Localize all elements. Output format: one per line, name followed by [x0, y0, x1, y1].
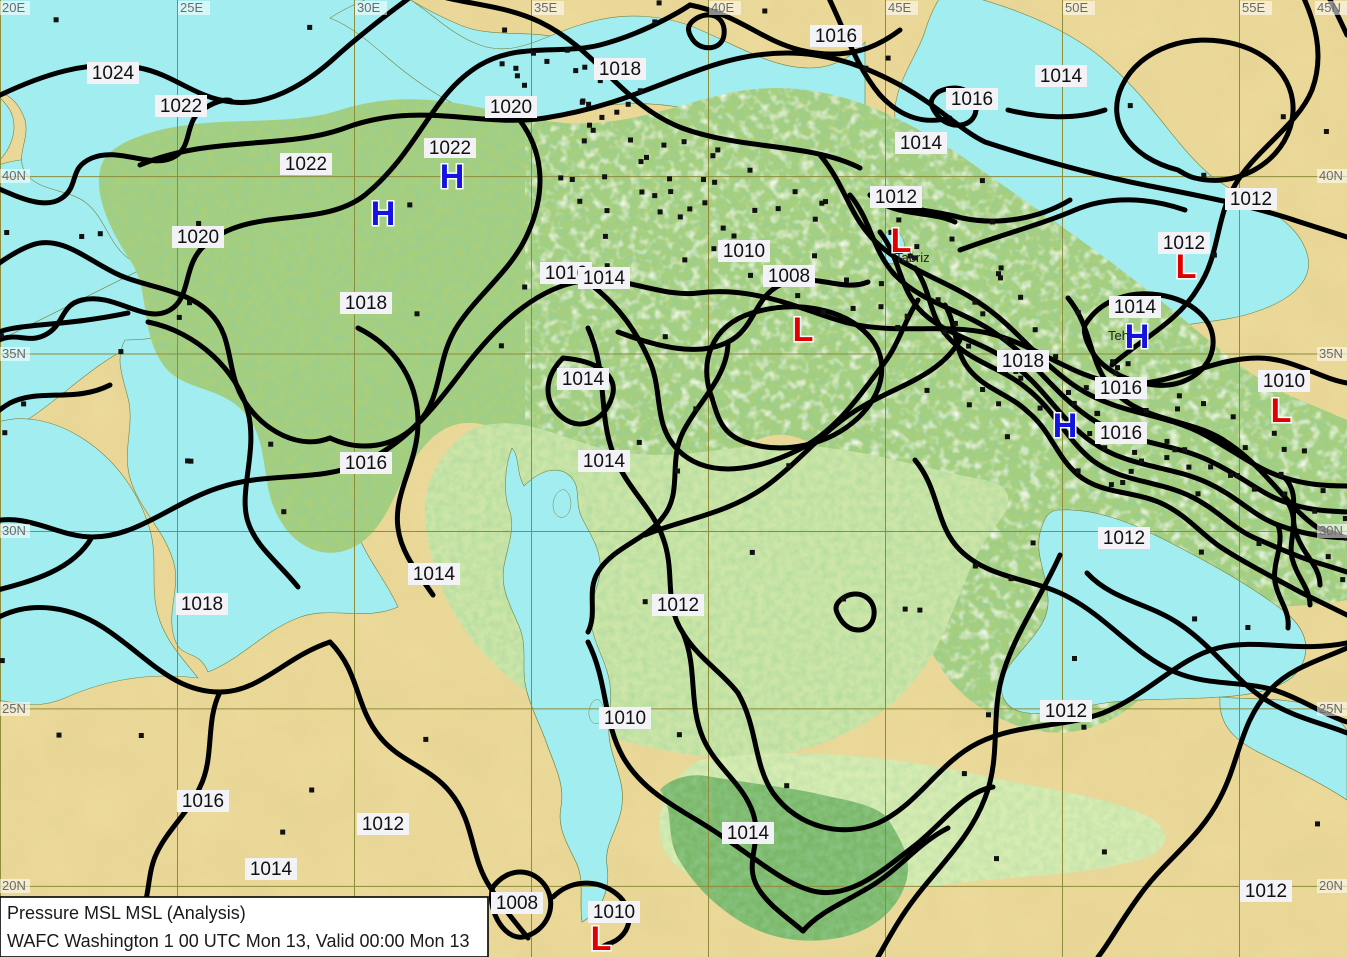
svg-text:1018: 1018	[345, 293, 387, 314]
svg-text:1010: 1010	[593, 902, 635, 923]
svg-text:40N: 40N	[2, 168, 26, 183]
svg-text:30E: 30E	[357, 0, 380, 15]
svg-text:Teh: Teh	[1108, 328, 1129, 343]
svg-text:25N: 25N	[2, 701, 26, 716]
svg-text:Pressure MSL MSL (Analysis): Pressure MSL MSL (Analysis)	[7, 903, 246, 923]
svg-text:40N: 40N	[1319, 168, 1343, 183]
svg-text:45E: 45E	[888, 0, 911, 15]
svg-text:1016: 1016	[1100, 378, 1142, 399]
svg-text:35N: 35N	[1319, 346, 1343, 361]
svg-text:40E: 40E	[711, 0, 734, 15]
svg-text:25N: 25N	[1319, 701, 1343, 716]
svg-text:1018: 1018	[599, 59, 641, 80]
svg-text:1020: 1020	[490, 97, 532, 118]
svg-text:1014: 1014	[1114, 297, 1157, 318]
svg-text:20N: 20N	[2, 878, 26, 893]
svg-text:1008: 1008	[496, 893, 538, 914]
svg-text:1016: 1016	[182, 791, 224, 812]
svg-text:1014: 1014	[900, 133, 943, 154]
svg-text:20E: 20E	[2, 0, 25, 15]
svg-text:1012: 1012	[362, 814, 404, 835]
svg-text:1010: 1010	[723, 241, 765, 262]
svg-text:1014: 1014	[413, 564, 456, 585]
svg-text:1018: 1018	[181, 594, 223, 615]
svg-text:1016: 1016	[951, 89, 993, 110]
svg-text:1014: 1014	[562, 369, 605, 390]
svg-text:1022: 1022	[160, 96, 202, 117]
svg-text:Tabriz: Tabriz	[895, 250, 930, 265]
svg-text:50E: 50E	[1065, 0, 1088, 15]
svg-text:1012: 1012	[1163, 233, 1205, 254]
svg-text:30N: 30N	[2, 523, 26, 538]
svg-text:1014: 1014	[1040, 66, 1083, 87]
svg-text:35E: 35E	[534, 0, 557, 15]
svg-text:20N: 20N	[1319, 878, 1343, 893]
svg-text:1012: 1012	[1045, 701, 1087, 722]
svg-text:1012: 1012	[1230, 189, 1272, 210]
svg-text:1010: 1010	[604, 708, 646, 729]
svg-text:1012: 1012	[1245, 881, 1287, 902]
svg-text:1022: 1022	[429, 138, 471, 159]
svg-text:1012: 1012	[875, 187, 917, 208]
svg-text:1016: 1016	[815, 26, 857, 47]
svg-text:1012: 1012	[657, 595, 699, 616]
svg-text:25E: 25E	[180, 0, 203, 15]
svg-text:1024: 1024	[92, 63, 135, 84]
svg-text:1020: 1020	[177, 227, 219, 248]
svg-text:45N: 45N	[1317, 0, 1341, 15]
svg-text:1010: 1010	[1263, 371, 1305, 392]
svg-text:1014: 1014	[583, 451, 626, 472]
svg-text:35N: 35N	[2, 346, 26, 361]
svg-text:1014: 1014	[250, 859, 293, 880]
svg-text:1012: 1012	[1103, 528, 1145, 549]
svg-text:WAFC Washington 1 00 UTC Mon 1: WAFC Washington 1 00 UTC Mon 13, Valid 0…	[7, 931, 470, 951]
svg-text:1008: 1008	[768, 266, 810, 287]
svg-text:1016: 1016	[1100, 423, 1142, 444]
svg-text:55E: 55E	[1242, 0, 1265, 15]
svg-text:1016: 1016	[345, 453, 387, 474]
svg-text:1014: 1014	[727, 823, 770, 844]
svg-text:1014: 1014	[583, 268, 626, 289]
svg-text:30N: 30N	[1319, 523, 1343, 538]
svg-text:1018: 1018	[1002, 351, 1044, 372]
svg-text:1022: 1022	[285, 154, 327, 175]
